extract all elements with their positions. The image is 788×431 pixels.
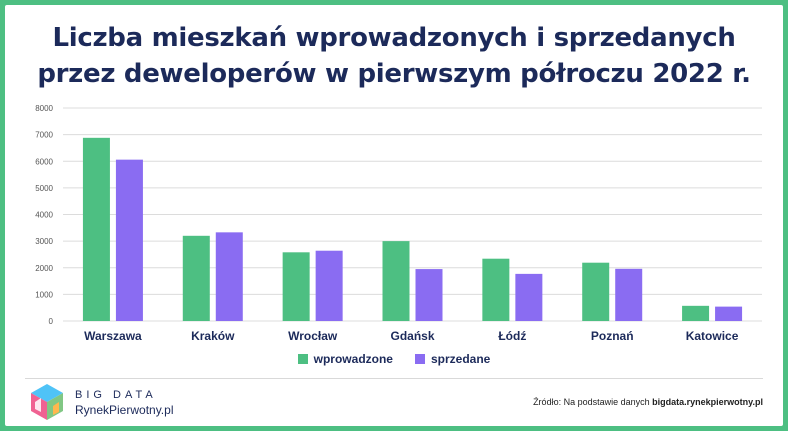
y-tick-label: 2000	[35, 264, 53, 273]
bar-wprowadzone-7	[682, 305, 710, 321]
chart-title-line-2: przez deweloperów w pierwszym półroczu 2…	[37, 59, 751, 89]
x-category-label: Wrocław	[288, 329, 338, 343]
bar-wprowadzone-4	[382, 241, 410, 321]
x-category-label: Gdańsk	[390, 329, 434, 343]
legend-swatch-series-2	[414, 354, 425, 364]
x-category-label: Warszawa	[84, 329, 142, 343]
bar-sprzedane-4	[415, 269, 443, 321]
big-data-logo-icon	[31, 384, 63, 420]
legend-label-series-2: sprzedane	[430, 352, 491, 366]
grid-lines	[63, 107, 762, 322]
bar-wprowadzone-1	[82, 137, 110, 321]
legend: wprowadzone sprzedane	[5, 352, 783, 366]
chart-title-line-1: Liczba mieszkań wprowadzonych i sprzedan…	[52, 23, 736, 53]
bar-wprowadzone-2	[182, 235, 210, 321]
y-tick-label: 7000	[35, 131, 53, 140]
bar-wprowadzone-6	[582, 262, 610, 321]
x-category-label: Łódź	[498, 329, 526, 343]
source-note: Źródło: Na podstawie danych bigdata.ryne…	[533, 397, 763, 407]
x-axis-category-labels: Warszawa Kraków Wrocław Gdańsk Łódź Poznań Kat…	[84, 329, 739, 343]
bar-sprzedane-3	[315, 250, 343, 321]
bars	[82, 137, 743, 321]
brand-site: RynekPierwotny.pl	[75, 403, 174, 417]
legend-swatch-series-1	[297, 354, 308, 364]
footer-divider	[25, 378, 763, 379]
y-tick-label: 8000	[35, 104, 53, 113]
x-category-label: Katowice	[686, 329, 739, 343]
y-tick-label: 1000	[35, 290, 53, 299]
bar-sprzedane-5	[515, 273, 543, 321]
bar-sprzedane-6	[615, 268, 643, 321]
legend-item-series-2: sprzedane	[414, 352, 491, 366]
brand-big-data: BIG DATA	[75, 389, 157, 401]
bar-sprzedane-7	[715, 306, 743, 321]
y-tick-label: 0	[49, 317, 54, 326]
chart-card: Liczba mieszkań wprowadzonych i sprzedan…	[5, 5, 783, 426]
legend-label-series-1: wprowadzone	[313, 352, 393, 366]
x-category-label: Kraków	[191, 329, 235, 343]
bar-chart: 0 1000 2000 3000 4000 5000 6000 7000 8000 Warsza…	[35, 104, 762, 343]
bar-wprowadzone-5	[482, 258, 510, 321]
bar-sprzedane-2	[215, 232, 243, 321]
y-axis-tick-labels: 0 1000 2000 3000 4000 5000 6000 7000 8000	[35, 104, 53, 326]
y-tick-label: 4000	[35, 211, 53, 220]
source-link-text: bigdata.rynekpierwotny.pl	[652, 397, 763, 407]
bar-wprowadzone-3	[282, 252, 310, 321]
source-prefix: Źródło: Na podstawie danych	[533, 397, 653, 407]
legend-item-series-1: wprowadzone	[297, 352, 393, 366]
bar-sprzedane-1	[115, 159, 143, 321]
y-tick-label: 6000	[35, 157, 53, 166]
y-tick-label: 5000	[35, 184, 53, 193]
y-tick-label: 3000	[35, 237, 53, 246]
x-category-label: Poznań	[591, 329, 634, 343]
